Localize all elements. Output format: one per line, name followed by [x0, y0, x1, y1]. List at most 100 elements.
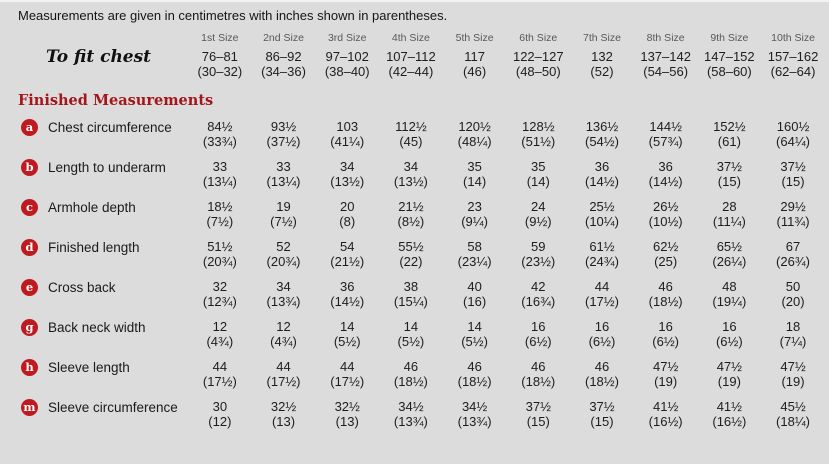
value-cell: 47½ (19): [761, 359, 825, 389]
value-cell: 157–162 (62–64): [761, 49, 825, 79]
value-cell: 21½ (8½): [379, 199, 443, 229]
value-cm: 120½: [458, 119, 491, 134]
size-header-cell: 7th Size: [582, 32, 621, 44]
value-inches: (54½): [584, 134, 619, 149]
value-cm: 19: [276, 199, 291, 214]
value-cell: 46 (18½): [379, 359, 443, 389]
value-inches: (58–60): [706, 64, 752, 79]
value-cm: 62½: [653, 239, 679, 254]
value-cell: 152½ (61): [698, 119, 762, 149]
value-cm: 128½: [522, 119, 555, 134]
value-cm: 107–112: [386, 49, 436, 64]
size-header-cell: 4th Size: [391, 32, 430, 44]
value-cm: 103: [336, 119, 359, 134]
value-cm: 40: [467, 279, 482, 294]
value-cell: 44 (17½): [252, 359, 316, 389]
value-inches: (12¾): [202, 294, 237, 309]
value-cm: 55½: [398, 239, 424, 254]
value-cm: 12: [276, 319, 291, 334]
value-cm: 35: [531, 159, 546, 174]
value-cm: 46: [658, 279, 673, 294]
value-inches: (13¾): [393, 414, 428, 429]
value-inches: (13½): [330, 174, 365, 189]
value-cell: 26½ (10½): [634, 199, 698, 229]
value-cell: 14 (5½): [443, 319, 507, 349]
row-label-cell: d Finished length: [0, 239, 188, 256]
value-cm: 28: [722, 199, 737, 214]
row-label: Cross back: [48, 280, 116, 295]
value-cm: 35: [467, 159, 482, 174]
value-inches: (19): [654, 374, 678, 389]
value-cm: 14: [339, 319, 355, 334]
value-cell: 41½ (16½): [698, 399, 762, 429]
value-inches: (13¾): [266, 294, 301, 309]
value-inches: (7½): [270, 214, 297, 229]
value-cm: 44: [276, 359, 291, 374]
size-header-spacer: [0, 32, 188, 44]
value-cm: 34: [276, 279, 291, 294]
measurement-row: a Chest circumference 84½ (33¾) 93½ (37½) 103(…: [0, 114, 825, 154]
value-cm: 44: [212, 359, 228, 374]
value-inches: (18½): [393, 374, 428, 389]
row-key-badge: g: [21, 319, 38, 336]
value-cm: 46: [467, 359, 482, 374]
value-cell: 61½ (24¾): [570, 239, 634, 269]
value-cm: 32: [212, 279, 228, 294]
value-cm: 18½: [207, 199, 233, 214]
value-inches: (17½): [202, 374, 237, 389]
value-inches: (11¼): [712, 214, 746, 229]
value-inches: (17½): [266, 374, 301, 389]
value-cm: 32½: [270, 399, 297, 414]
value-inches: (41¼): [330, 134, 365, 149]
value-cell: 52 (20¾): [252, 239, 316, 269]
value-cell: 48 (19¼): [698, 279, 762, 309]
value-cm: 24: [531, 199, 546, 214]
value-cm: 16: [594, 319, 610, 334]
value-cell: 44 (17½): [315, 359, 379, 389]
row-key-badge: c: [21, 199, 38, 216]
measurement-rows: a Chest circumference 84½ (33¾) 93½ (37½) 103(…: [0, 114, 829, 434]
value-cm: 16: [658, 319, 673, 334]
measurement-row: b Length to underarm 33 (13¼) 33 (13¼) 34 (13½)…: [0, 154, 825, 194]
value-cm: 112½: [395, 119, 427, 134]
value-cm: 59: [531, 239, 546, 254]
value-cm: 122–127: [512, 49, 564, 64]
to-fit-chest-label: To fit chest: [46, 47, 152, 67]
value-cm: 36: [594, 159, 610, 174]
value-cm: 45½: [780, 399, 806, 414]
value-inches: (25): [654, 254, 678, 269]
value-inches: (16½): [712, 414, 747, 429]
value-cell: 12 (4¾): [252, 319, 316, 349]
row-label-cell: c Armhole depth: [0, 199, 188, 216]
value-cm: 34: [403, 159, 419, 174]
value-cm: 30: [212, 399, 228, 414]
value-cell: 51½ (20¾): [188, 239, 252, 269]
value-inches: (13): [335, 414, 359, 429]
value-cm: 37½: [780, 159, 806, 174]
value-cm: 61½: [589, 239, 615, 254]
value-inches: (6½): [652, 334, 680, 349]
value-inches: (5½): [397, 334, 425, 349]
value-cell: 36 (14½): [315, 279, 379, 309]
value-cm: 76–81: [201, 49, 238, 64]
value-cm: 46: [531, 359, 546, 374]
value-cm: 51½: [207, 239, 233, 254]
value-inches: (14): [526, 174, 550, 189]
value-cell: 29½ (11¾): [761, 199, 825, 229]
value-cell: 36 (14½): [570, 159, 634, 189]
value-inches: (4¾): [206, 334, 234, 349]
value-cell: 24 (9½): [506, 199, 570, 229]
value-cell: 37½ (15): [761, 159, 825, 189]
value-cell: 58 (23¼): [443, 239, 507, 269]
row-key-badge: e: [21, 279, 38, 296]
value-cell: 107–112 (42–44): [379, 49, 443, 79]
row-label-cell: g Back neck width: [0, 319, 188, 336]
value-cell: 55½ (22): [379, 239, 443, 269]
value-cell: 46 (18½): [443, 359, 507, 389]
value-cell: 93½ (37½): [252, 119, 316, 149]
value-cm: 41½: [716, 399, 742, 414]
value-inches: (26¾): [776, 254, 811, 269]
size-header-cell: 1st Size: [201, 32, 239, 44]
value-cell: 76–81 (30–32): [188, 49, 252, 79]
